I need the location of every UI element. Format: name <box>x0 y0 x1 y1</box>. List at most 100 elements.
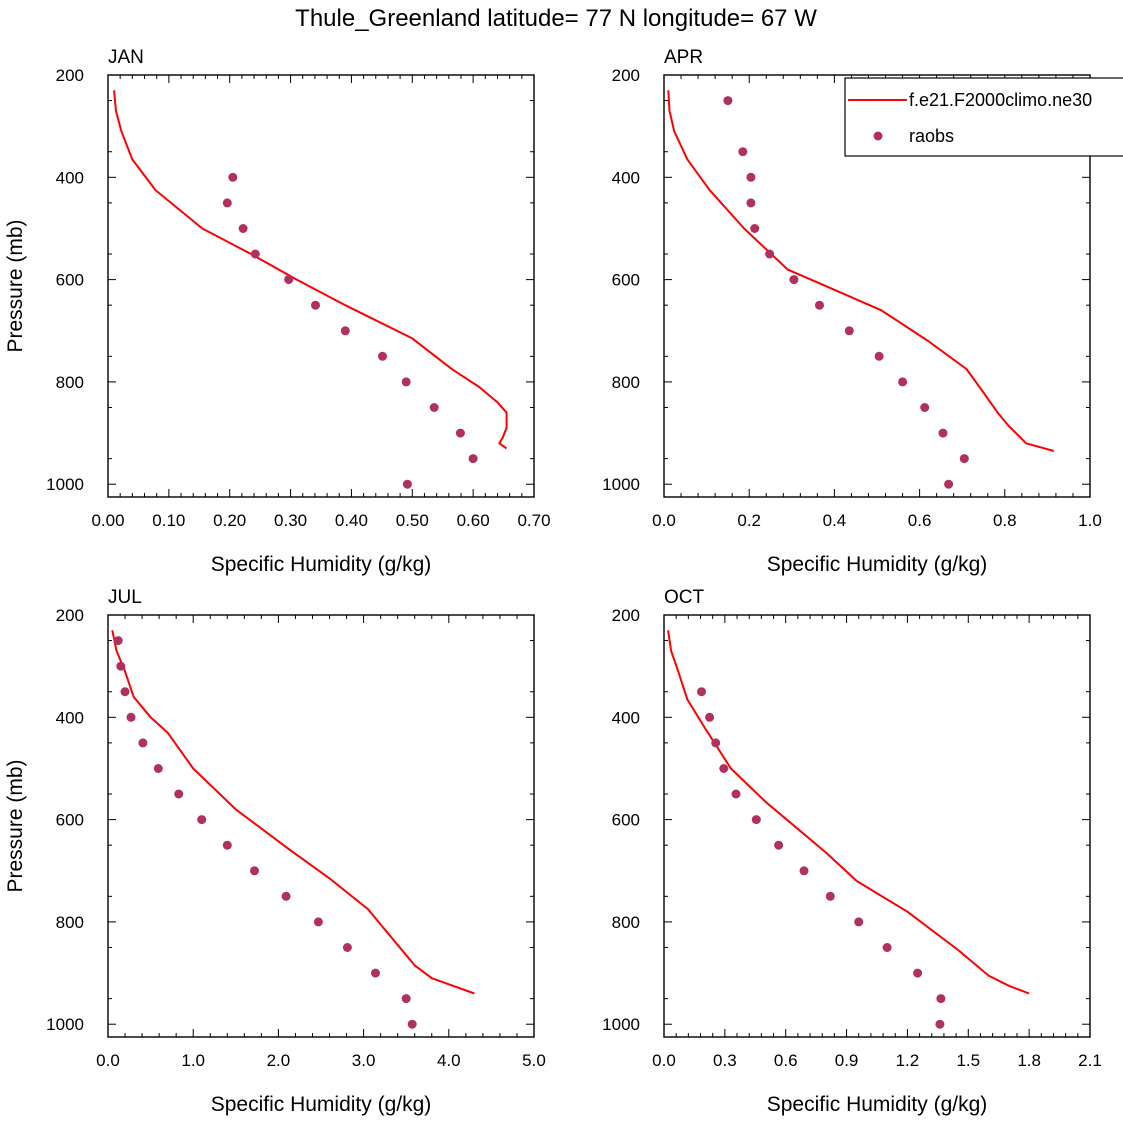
y-tick-label: 400 <box>612 708 640 727</box>
raobs-point <box>250 249 260 259</box>
raobs-point <box>116 661 126 671</box>
x-tick-label: 0.20 <box>213 511 246 530</box>
y-tick-label: 200 <box>612 606 640 625</box>
x-tick-label: 0.9 <box>835 1051 859 1070</box>
raobs-point <box>401 377 411 387</box>
raobs-point <box>174 789 184 799</box>
raobs-point <box>705 712 715 722</box>
x-tick-label: 0.10 <box>152 511 185 530</box>
x-tick-label: 0.30 <box>274 511 307 530</box>
raobs-point <box>815 300 824 310</box>
raobs-point <box>765 249 775 259</box>
legend-obs-label: raobs <box>909 126 954 146</box>
panel-label-oct: OCT <box>664 587 705 608</box>
panel-jul: JUL 0.0 1.0 2.0 3.0 4.0 5.0 200 400 600 800 1000 Spe… <box>4 587 546 1116</box>
raobs-point <box>938 428 948 438</box>
y-tick-label: 200 <box>56 606 84 625</box>
y-tick-label: 200 <box>612 66 640 85</box>
legend-model-label: f.e21.F2000climo.ne30 <box>909 90 1092 110</box>
series-line-model <box>111 630 475 995</box>
raobs-point <box>723 96 733 106</box>
raobs-point <box>935 1019 945 1029</box>
raobs-point <box>371 968 380 978</box>
y-tick-label: 1000 <box>46 1015 84 1034</box>
raobs-point <box>250 866 259 876</box>
raobs-point <box>197 815 207 825</box>
y-tick-label: 800 <box>56 373 84 392</box>
y-tick-label: 400 <box>56 708 84 727</box>
raobs-point <box>746 198 756 208</box>
plot-frame <box>663 614 1091 1038</box>
y-axis-title: Pressure (mb) <box>4 219 27 352</box>
panel-label-jan: JAN <box>108 47 144 68</box>
x-tick-label: 0.3 <box>713 1051 737 1070</box>
raobs-point <box>731 789 741 799</box>
raobs-point <box>920 403 930 412</box>
x-tick-label: 1.8 <box>1017 1051 1041 1070</box>
raobs-point <box>401 994 411 1004</box>
raobs-point <box>281 891 291 901</box>
x-tick-label: 0.6 <box>774 1051 798 1070</box>
raobs-point <box>311 300 320 310</box>
raobs-point <box>750 224 760 233</box>
raobs-point <box>429 403 439 412</box>
panel-label-apr: APR <box>664 47 703 68</box>
raobs-point <box>113 636 123 646</box>
x-axis-title: Specific Humidity (g/kg) <box>211 553 432 576</box>
y-tick-label: 800 <box>612 373 640 392</box>
y-axis-title: Pressure (mb) <box>4 759 27 892</box>
y-tick-label: 400 <box>56 168 84 187</box>
raobs-point <box>719 764 729 773</box>
raobs-point <box>825 891 835 901</box>
panel-label-jul: JUL <box>108 587 142 608</box>
y-tick-label: 800 <box>56 913 84 932</box>
raobs-point <box>153 764 163 773</box>
x-tick-label: 2.1 <box>1078 1051 1102 1070</box>
raobs-point <box>407 1019 417 1029</box>
x-tick-label: 1.2 <box>896 1051 920 1070</box>
raobs-point <box>854 917 864 927</box>
x-tick-label: 0.0 <box>652 511 676 530</box>
x-tick-label: 5.0 <box>522 1051 546 1070</box>
raobs-point <box>222 840 232 850</box>
raobs-point <box>746 172 756 182</box>
raobs-point <box>468 454 478 464</box>
y-tick-label: 800 <box>612 913 640 932</box>
x-axis-title: Specific Humidity (g/kg) <box>211 1093 432 1116</box>
raobs-point <box>697 687 706 697</box>
raobs-point <box>126 712 136 722</box>
x-tick-label: 0.6 <box>908 511 932 530</box>
x-tick-label: 1.0 <box>1078 511 1102 530</box>
raobs-point <box>959 454 969 464</box>
panel-oct: OCT 0.0 0.3 0.6 0.9 1.2 1.5 1.8 2.1 200 400 600 800 1… <box>602 587 1102 1116</box>
raobs-point <box>844 326 854 336</box>
raobs-point <box>751 815 761 825</box>
y-tick-label: 600 <box>56 271 84 290</box>
x-tick-label: 2.0 <box>267 1051 291 1070</box>
x-tick-label: 0.70 <box>517 511 550 530</box>
x-tick-label: 0.00 <box>91 511 124 530</box>
x-tick-label: 0.50 <box>396 511 429 530</box>
y-tick-label: 200 <box>56 66 84 85</box>
x-tick-label: 0.2 <box>737 511 761 530</box>
raobs-point <box>799 866 809 876</box>
raobs-point <box>874 351 884 361</box>
raobs-point <box>284 275 294 285</box>
raobs-point <box>936 994 946 1004</box>
raobs-point <box>222 198 232 208</box>
raobs-point <box>944 479 954 489</box>
x-tick-label: 3.0 <box>352 1051 376 1070</box>
x-tick-label: 0.0 <box>652 1051 676 1070</box>
x-axis-title: Specific Humidity (g/kg) <box>767 1093 988 1116</box>
raobs-point <box>228 172 238 182</box>
x-tick-label: 1.5 <box>956 1051 980 1070</box>
raobs-point <box>882 943 892 952</box>
x-tick-label: 4.0 <box>437 1051 461 1070</box>
x-axis-title: Specific Humidity (g/kg) <box>767 553 988 576</box>
y-tick-label: 600 <box>612 271 640 290</box>
y-tick-label: 600 <box>56 811 84 830</box>
plot-frame <box>107 614 535 1038</box>
series-line-model <box>113 90 508 450</box>
y-tick-label: 600 <box>612 811 640 830</box>
